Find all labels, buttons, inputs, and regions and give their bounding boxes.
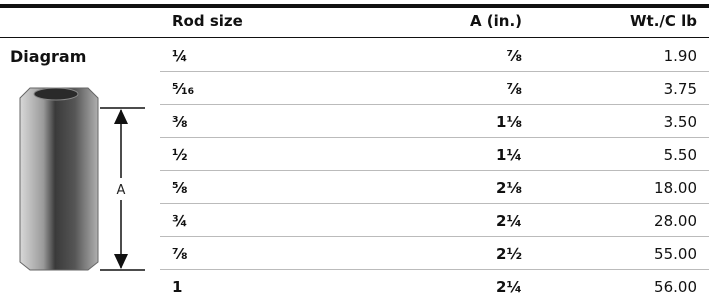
rod-size: ⅞ [172, 244, 188, 264]
arrow-head [114, 254, 128, 269]
rod-size: 1 [172, 277, 182, 297]
weight: 3.50 [560, 112, 697, 132]
dimension-a: 1¼ [380, 145, 522, 165]
dimension-a: 2¼ [380, 211, 522, 231]
dimension-a: 2½ [380, 244, 522, 264]
rod-size: ¼ [172, 46, 188, 66]
weight: 18.00 [560, 178, 697, 198]
weight: 3.75 [560, 79, 697, 99]
header-rule [0, 37, 709, 38]
arrow-head [114, 109, 128, 124]
dimension-a: ⅞ [380, 46, 522, 66]
nut-hole [34, 88, 78, 100]
row-separator [160, 236, 709, 237]
column-header: A (in.) [380, 12, 522, 30]
rod-size: ¾ [172, 211, 188, 231]
dimension-a: ⅞ [380, 79, 522, 99]
weight: 56.00 [560, 277, 697, 297]
row-separator [160, 71, 709, 72]
nut-body [20, 88, 98, 270]
weight: 1.90 [560, 46, 697, 66]
dimension-a: 2¼ [380, 277, 522, 297]
row-separator [160, 104, 709, 105]
page: Rod size A (in.) Wt./C lb Diagram A ¼ ⅞ 1.… [0, 0, 709, 300]
rod-size: ⅝ [172, 178, 188, 198]
weight: 28.00 [560, 211, 697, 231]
rod-size: ⁵⁄₁₆ [172, 79, 194, 99]
diagram-title: Diagram [10, 47, 86, 66]
rod-size: ⅜ [172, 112, 188, 132]
diagram: A [0, 80, 160, 280]
weight: 55.00 [560, 244, 697, 264]
rod-size: ½ [172, 145, 188, 165]
row-separator [160, 269, 709, 270]
column-header: Rod size [172, 12, 243, 30]
dimension-label: A [117, 183, 126, 198]
row-separator [160, 203, 709, 204]
dimension-a: 2⅛ [380, 178, 522, 198]
column-header: Wt./C lb [560, 12, 697, 30]
dimension-a: 1⅛ [380, 112, 522, 132]
row-separator [160, 137, 709, 138]
row-separator [160, 170, 709, 171]
weight: 5.50 [560, 145, 697, 165]
top-rule [0, 4, 709, 8]
